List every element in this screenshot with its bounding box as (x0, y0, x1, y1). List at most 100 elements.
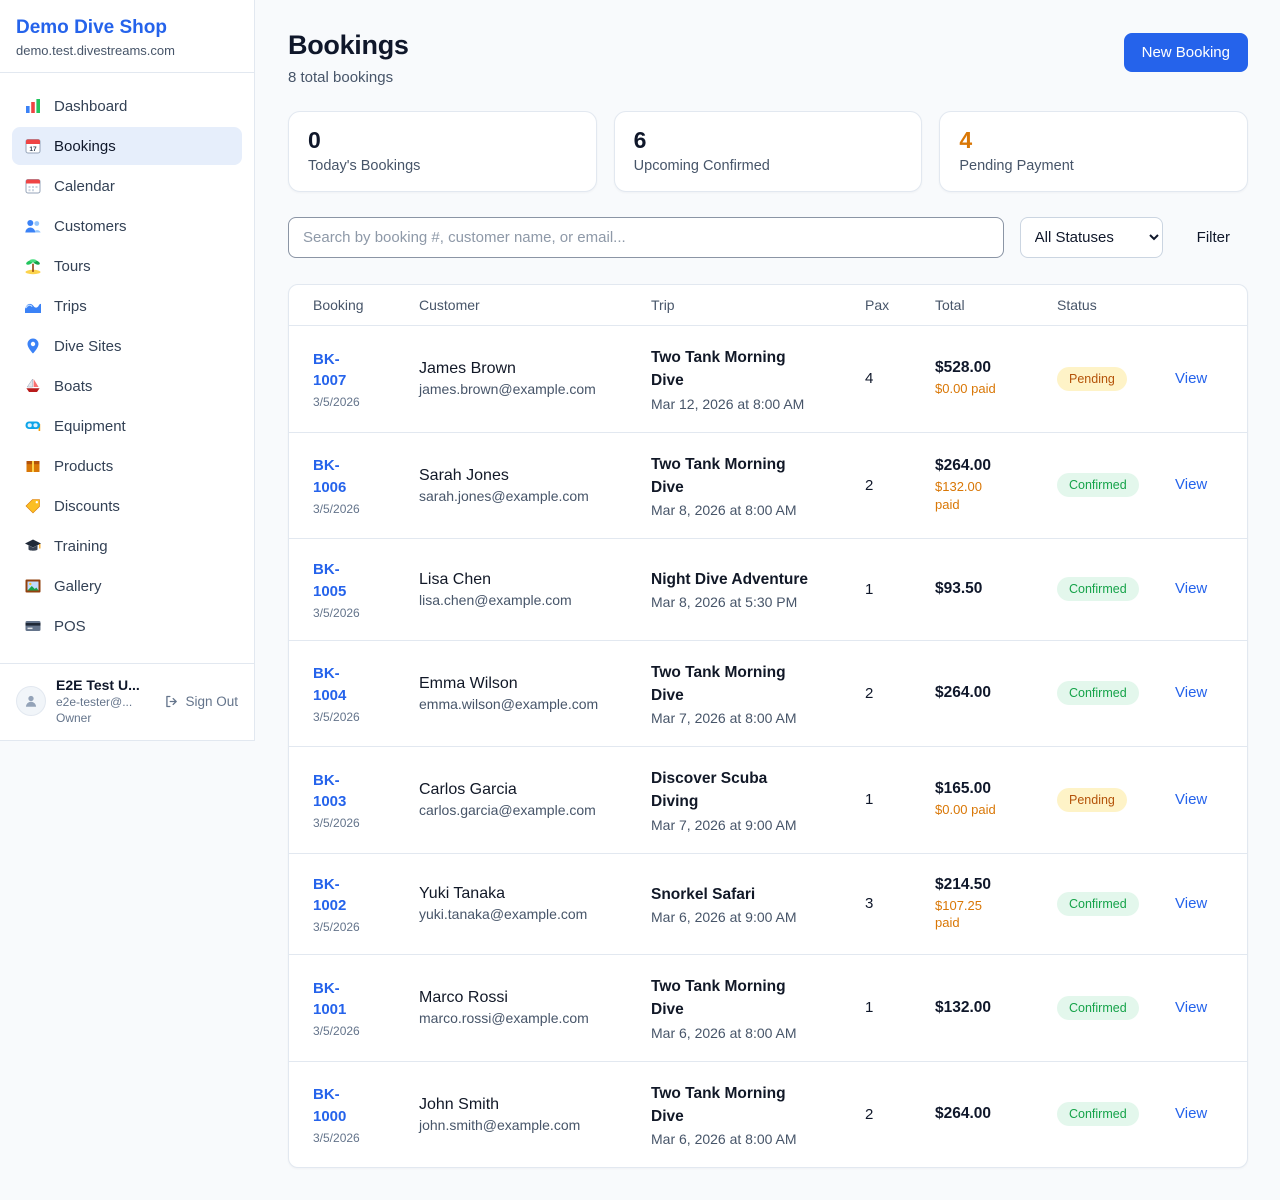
sidebar-item-trips[interactable]: Trips (12, 287, 242, 325)
view-link[interactable]: View (1175, 684, 1208, 702)
status-cell: Confirmed (1057, 1102, 1175, 1127)
paid-amount: $0.00 paid (935, 802, 996, 818)
booking-cell: BK-1004 3/5/2026 (313, 663, 419, 724)
view-link[interactable]: View (1175, 998, 1208, 1016)
stat-value: 4 (959, 127, 973, 153)
svg-text:17: 17 (29, 146, 37, 153)
trip-time: Mar 7, 2026 at 8:00 AM (651, 710, 797, 726)
sidebar-item-dashboard[interactable]: Dashboard (12, 87, 242, 125)
view-link[interactable]: View (1175, 1105, 1208, 1123)
status-badge: Confirmed (1057, 1102, 1139, 1127)
sidebar-item-label: Discounts (54, 497, 120, 515)
brand: Demo Dive Shop demo.test.divestreams.com (0, 0, 254, 73)
brand-name: Demo Dive Shop (16, 17, 167, 38)
booking-id-link[interactable]: BK-1006 (313, 457, 347, 496)
sidebar-item-label: Gallery (54, 577, 102, 595)
status-badge: Pending (1057, 366, 1127, 391)
booking-date: 3/5/2026 (313, 395, 360, 409)
customer-cell: Lisa Chen lisa.chen@example.com (419, 571, 651, 608)
status-cell: Confirmed (1057, 577, 1175, 602)
sidebar-item-label: Training (54, 537, 108, 555)
status-badge: Pending (1057, 787, 1127, 812)
total-amount: $528.00 (935, 359, 992, 377)
customer-name: James Brown (419, 360, 516, 378)
stat-card-upcoming-confirmed: 6 Upcoming Confirmed (613, 111, 923, 192)
customer-name: Lisa Chen (419, 570, 492, 588)
status-badge: Confirmed (1057, 473, 1139, 498)
sidebar-item-equipment[interactable]: Equipment (12, 407, 242, 445)
booking-cell: BK-1000 3/5/2026 (313, 1084, 419, 1145)
new-booking-button[interactable]: New Booking (1123, 33, 1248, 72)
trip-cell: Snorkel Safari Mar 6, 2026 at 9:00 AM (651, 883, 865, 925)
customer-email: emma.wilson@example.com (419, 695, 599, 712)
sign-out-button[interactable]: Sign Out (164, 694, 238, 709)
booking-id-link[interactable]: BK-1000 (313, 1086, 347, 1125)
customer-name: Marco Rossi (419, 989, 508, 1007)
customer-email: lisa.chen@example.com (419, 591, 572, 608)
sidebar-item-tours[interactable]: Tours (12, 247, 242, 285)
view-link[interactable]: View (1175, 894, 1208, 912)
sidebar-item-gallery[interactable]: Gallery (12, 567, 242, 605)
status-cell: Confirmed (1057, 681, 1175, 706)
view-link[interactable]: View (1175, 580, 1208, 598)
customer-name: Sarah Jones (419, 466, 509, 484)
dashboard-icon (24, 97, 42, 115)
stat-label: Pending Payment (959, 158, 1074, 174)
booking-date: 3/5/2026 (313, 1130, 360, 1145)
trip-time: Mar 7, 2026 at 9:00 AM (651, 816, 797, 833)
products-icon (24, 457, 42, 475)
sidebar-item-label: Calendar (54, 177, 115, 195)
view-link[interactable]: View (1175, 476, 1208, 494)
sidebar-item-training[interactable]: Training (12, 527, 242, 565)
booking-cell: BK-1005 3/5/2026 (313, 559, 419, 620)
status-cell: Pending (1057, 787, 1175, 812)
booking-row: BK-1006 3/5/2026 Sarah Jones sarah.jones… (289, 433, 1247, 539)
equipment-icon (24, 417, 42, 435)
view-link[interactable]: View (1175, 369, 1208, 387)
sidebar-item-products[interactable]: Products (12, 447, 242, 485)
sidebar-item-boats[interactable]: Boats (12, 367, 242, 405)
customer-cell: Emma Wilson emma.wilson@example.com (419, 675, 651, 712)
customer-cell: Yuki Tanaka yuki.tanaka@example.com (419, 885, 651, 922)
booking-date: 3/5/2026 (313, 920, 360, 934)
page-title: Bookings (288, 30, 409, 60)
booking-id-link[interactable]: BK-1004 (313, 665, 347, 704)
gallery-icon (24, 577, 42, 595)
sidebar-item-dive-sites[interactable]: Dive Sites (12, 327, 242, 365)
booking-id-link[interactable]: BK-1001 (313, 979, 347, 1019)
col-header-total: Total (935, 297, 965, 313)
total-cell: $132.00 (935, 999, 1057, 1017)
trip-name: Night Dive Adventure (651, 571, 809, 589)
tours-icon (24, 257, 42, 275)
booking-date: 3/5/2026 (313, 816, 360, 830)
status-badge: Confirmed (1057, 995, 1139, 1020)
user-name: E2E Test U... (56, 677, 140, 693)
booking-id-link[interactable]: BK-1003 (313, 771, 347, 811)
filter-button[interactable]: Filter (1179, 229, 1248, 246)
user-email: e2e-tester@... (56, 695, 133, 709)
sidebar-item-pos[interactable]: POS (12, 607, 242, 645)
sidebar-item-calendar[interactable]: Calendar (12, 167, 242, 205)
actions-cell: View (1175, 999, 1223, 1017)
sidebar-item-bookings[interactable]: 17 Bookings (12, 127, 242, 165)
search-input[interactable] (288, 217, 1004, 258)
sign-out-icon (164, 694, 179, 709)
pax-count: 2 (865, 476, 874, 494)
trip-name: Two Tank Morning Dive (651, 455, 786, 496)
booking-id-link[interactable]: BK-1007 (313, 350, 347, 390)
sidebar-item-customers[interactable]: Customers (12, 207, 242, 245)
view-link[interactable]: View (1175, 790, 1208, 808)
booking-id-link[interactable]: BK-1002 (313, 875, 347, 915)
status-select[interactable]: All Statuses (1019, 217, 1163, 258)
main-content: Bookings 8 total bookings New Booking 0 … (256, 0, 1280, 1200)
paid-amount: $0.00 paid (935, 381, 996, 397)
status-badge: Confirmed (1057, 891, 1139, 916)
sidebar-item-discounts[interactable]: Discounts (12, 487, 242, 525)
bookings-table: Booking Customer Trip Pax Total Status B… (288, 284, 1248, 1168)
page-title-block: Bookings 8 total bookings (288, 30, 409, 86)
calendar-icon (24, 177, 42, 195)
booking-row: BK-1003 3/5/2026 Carlos Garcia carlos.ga… (289, 747, 1247, 854)
booking-cell: BK-1007 3/5/2026 (313, 349, 419, 410)
booking-id-link[interactable]: BK-1005 (313, 561, 347, 600)
trip-name: Two Tank Morning Dive (651, 1084, 786, 1125)
